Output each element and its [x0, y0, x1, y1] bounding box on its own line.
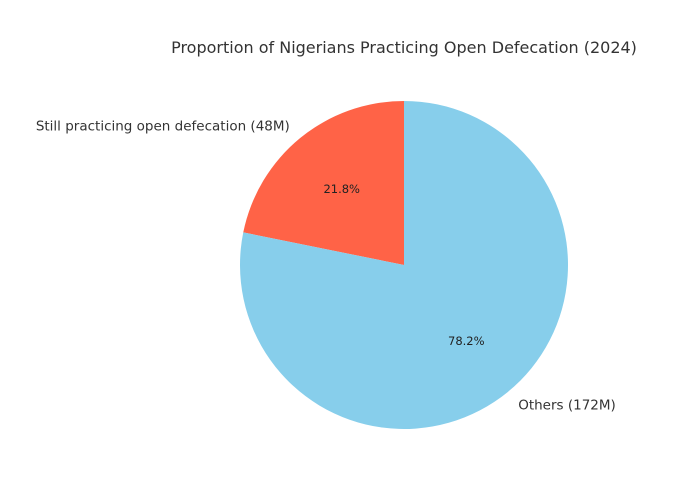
pie-slices: [240, 101, 568, 430]
pie-percent-label-2: 78.2%: [448, 334, 485, 348]
pie-slice-2: [240, 101, 568, 430]
pie-category-label-1: Still practicing open defecation (48M): [36, 118, 290, 134]
pie-labels: 21.8% Still practicing open defecation (4…: [36, 118, 616, 413]
chart-title: Proportion of Nigerians Practicing Open …: [171, 38, 637, 57]
pie-percent-label-1: 21.8%: [323, 182, 360, 196]
pie-slice-1: [243, 101, 404, 265]
pie-category-label-2: Others (172M): [518, 398, 616, 414]
